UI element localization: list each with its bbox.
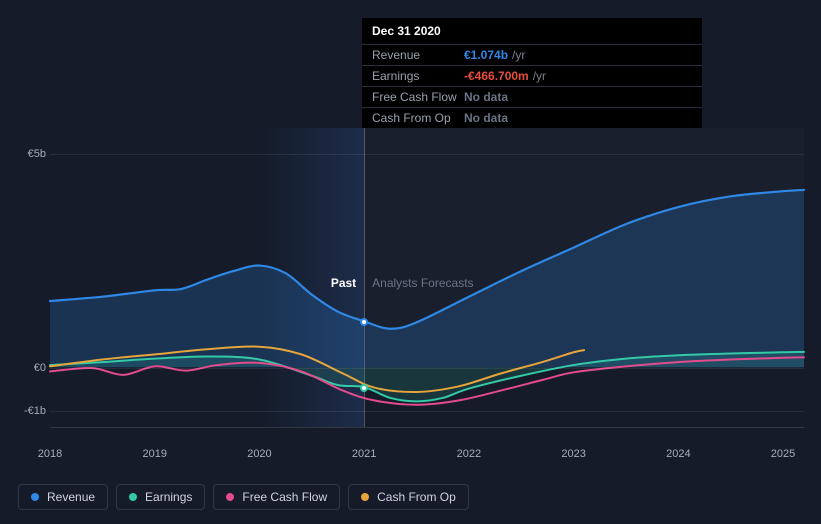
- legend: Revenue Earnings Free Cash Flow Cash From O…: [18, 484, 469, 510]
- y-tick-label: €5b: [28, 148, 46, 160]
- tooltip-key: Free Cash Flow: [372, 90, 464, 104]
- gridline: [50, 154, 804, 155]
- tooltip-key: Cash From Op: [372, 111, 464, 125]
- legend-swatch: [226, 493, 234, 501]
- x-tick-label: 2022: [457, 448, 481, 460]
- tooltip-value: No data: [464, 111, 508, 125]
- plot-area[interactable]: Past Analysts Forecasts €5b€0-€1b: [50, 128, 804, 428]
- x-tick-label: 2019: [142, 448, 166, 460]
- tooltip-row: Revenue€1.074b/yr: [362, 45, 702, 66]
- tooltip-row: Cash From OpNo data: [362, 108, 702, 128]
- tooltip-unit: /yr: [512, 48, 525, 62]
- x-tick-label: 2020: [247, 448, 271, 460]
- legend-label: Free Cash Flow: [242, 490, 327, 504]
- legend-label: Earnings: [145, 490, 192, 504]
- legend-swatch: [31, 493, 39, 501]
- x-tick-label: 2023: [561, 448, 585, 460]
- tooltip-rows: Revenue€1.074b/yrEarnings-€466.700m/yrFr…: [362, 45, 702, 128]
- x-tick-label: 2018: [38, 448, 62, 460]
- tooltip-key: Revenue: [372, 48, 464, 62]
- x-tick-label: 2025: [771, 448, 795, 460]
- legend-label: Revenue: [47, 490, 95, 504]
- legend-swatch: [361, 493, 369, 501]
- hover-marker: [360, 384, 368, 392]
- legend-item-revenue[interactable]: Revenue: [18, 484, 108, 510]
- series-area-revenue: [50, 190, 804, 367]
- tooltip-value: No data: [464, 90, 508, 104]
- chart-svg: [50, 128, 804, 427]
- tooltip-value: €1.074b: [464, 48, 508, 62]
- tooltip-unit: /yr: [533, 69, 546, 83]
- tooltip-value: -€466.700m: [464, 69, 529, 83]
- tooltip-date: Dec 31 2020: [362, 18, 702, 45]
- gridline: [50, 368, 804, 369]
- legend-label: Cash From Op: [377, 490, 456, 504]
- x-tick-label: 2024: [666, 448, 690, 460]
- y-tick-label: -€1b: [24, 405, 46, 417]
- legend-item-cfo[interactable]: Cash From Op: [348, 484, 469, 510]
- legend-item-earnings[interactable]: Earnings: [116, 484, 205, 510]
- legend-item-fcf[interactable]: Free Cash Flow: [213, 484, 340, 510]
- tooltip: Dec 31 2020 Revenue€1.074b/yrEarnings-€4…: [362, 18, 702, 128]
- legend-swatch: [129, 493, 137, 501]
- x-axis: 20182019202020212022202320242025: [50, 448, 804, 464]
- x-tick-label: 2021: [352, 448, 376, 460]
- tooltip-row: Earnings-€466.700m/yr: [362, 66, 702, 87]
- tooltip-row: Free Cash FlowNo data: [362, 87, 702, 108]
- gridline: [50, 411, 804, 412]
- hover-marker: [360, 318, 368, 326]
- tooltip-key: Earnings: [372, 69, 464, 83]
- y-tick-label: €0: [34, 362, 46, 374]
